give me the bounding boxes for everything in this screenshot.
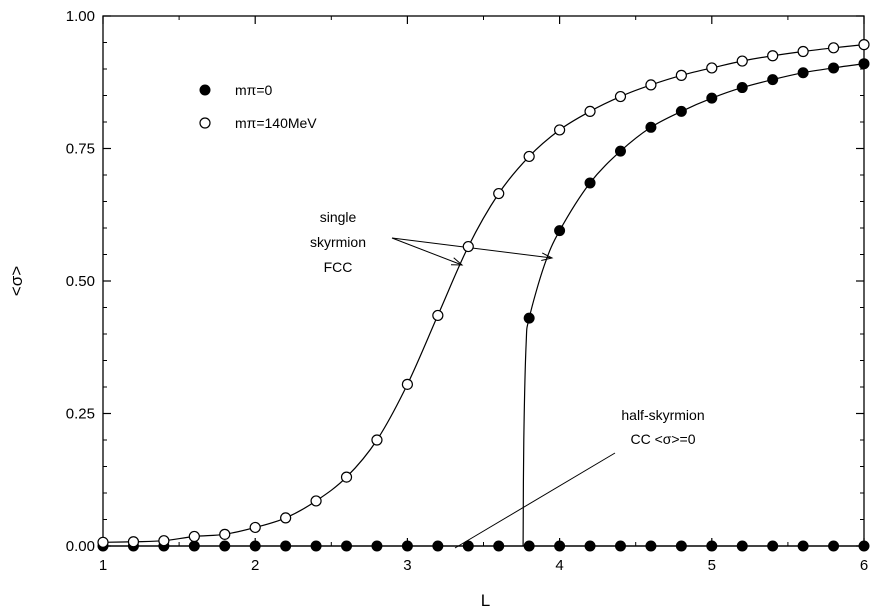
data-point-m0 <box>736 82 748 94</box>
data-point-m0 <box>828 540 840 552</box>
data-point-m140mev <box>645 79 657 91</box>
annotation-half-skyrmion-line: CC <σ>=0 <box>630 431 695 447</box>
data-point-m0 <box>401 540 413 552</box>
annotations: single skyrmion FCC half-skyrmion CC <σ>=0 <box>310 209 705 549</box>
data-point-m0 <box>614 145 626 157</box>
data-point-m0 <box>828 62 840 74</box>
data-point-m0 <box>462 540 474 552</box>
data-point-m0 <box>280 540 292 552</box>
data-point-m0 <box>219 540 231 552</box>
y-tick-label: 0.00 <box>66 538 95 555</box>
data-point-m0 <box>675 105 687 117</box>
data-point-m140mev <box>462 240 474 253</box>
data-point-m0 <box>858 58 870 70</box>
series-line-m0 <box>522 63 865 547</box>
data-point-m0 <box>736 540 748 552</box>
x-tick-label: 4 <box>555 557 563 574</box>
annotation-single-skyrmion-line: single <box>320 209 357 225</box>
data-point-m0 <box>858 540 870 552</box>
data-point-m140mev <box>371 434 383 446</box>
data-point-m140mev <box>249 521 261 534</box>
legend-marker-m0 <box>199 84 211 96</box>
data-point-m140mev <box>675 69 687 81</box>
legend-marker-m140mev <box>199 117 211 129</box>
legend-label-m140mev: mπ=140MeV <box>235 115 317 131</box>
data-point-m140mev <box>432 309 444 322</box>
data-point-m0 <box>584 540 596 552</box>
data-point-m140mev <box>736 55 748 67</box>
x-axis-title: L <box>481 591 490 610</box>
data-point-m140mev <box>219 528 231 540</box>
data-point-m140mev <box>493 187 505 200</box>
data-point-m140mev <box>401 378 413 390</box>
data-point-m0 <box>554 540 566 552</box>
y-tick-label: 1.00 <box>66 8 95 25</box>
y-tick-label: 0.75 <box>66 141 95 158</box>
data-point-m0 <box>767 74 779 86</box>
data-point-m140mev <box>706 62 718 74</box>
data-point-m140mev <box>97 536 109 548</box>
data-point-m140mev <box>158 535 170 547</box>
x-tick-label: 1 <box>99 557 107 574</box>
data-point-m0 <box>310 540 322 552</box>
data-point-m0 <box>371 540 383 552</box>
data-point-m0 <box>706 92 718 104</box>
data-point-m0 <box>341 540 353 552</box>
data-point-m0 <box>584 177 596 189</box>
annotation-arrow-to-open-curve-head <box>450 257 464 266</box>
annotation-arrow-to-open-curve <box>391 237 463 266</box>
data-point-m0 <box>675 540 687 552</box>
legend: mπ=0 mπ=140MeV <box>199 82 317 131</box>
annotation-arrow-to-filled-curve-head <box>541 252 554 261</box>
x-tick-label: 3 <box>403 557 411 574</box>
data-point-m0 <box>523 312 535 324</box>
data-point-m140mev <box>280 512 292 524</box>
data-point-m140mev <box>340 471 353 483</box>
data-point-m140mev <box>127 536 140 548</box>
data-point-m140mev <box>584 105 596 118</box>
annotation-single-skyrmion-line: FCC <box>324 259 353 275</box>
data-point-m140mev <box>310 495 322 507</box>
annotation-single-skyrmion-line: skyrmion <box>310 234 366 250</box>
data-point-m0 <box>523 540 535 552</box>
data-point-m140mev <box>827 42 840 54</box>
y-tick-label: 0.25 <box>66 406 95 423</box>
data-point-m0 <box>706 540 718 552</box>
data-point-m0 <box>645 540 657 552</box>
data-point-m0 <box>797 540 809 552</box>
annotation-pointer-half-skyrmion <box>454 452 616 549</box>
data-point-m140mev <box>188 530 200 543</box>
data-markers <box>97 39 870 552</box>
data-point-m0 <box>797 67 809 79</box>
data-point-m0 <box>645 121 657 133</box>
data-point-m140mev <box>858 39 870 51</box>
x-tick-label: 6 <box>860 557 868 574</box>
y-axis-title: <σ> <box>7 266 26 296</box>
x-tick-label: 2 <box>251 557 259 574</box>
data-point-m0 <box>767 540 779 552</box>
legend-label-m0: mπ=0 <box>235 82 272 98</box>
data-point-m140mev <box>614 90 627 103</box>
data-point-m0 <box>554 225 566 237</box>
data-point-m140mev <box>523 150 535 163</box>
annotation-half-skyrmion-line: half-skyrmion <box>621 407 704 423</box>
data-point-m140mev <box>553 124 566 136</box>
data-point-m0 <box>614 540 626 552</box>
y-tick-label: 0.50 <box>66 273 95 290</box>
data-point-m0 <box>188 540 200 552</box>
data-point-m140mev <box>797 45 809 58</box>
x-tick-label: 5 <box>708 557 716 574</box>
data-point-m0 <box>249 540 261 552</box>
data-point-m140mev <box>767 50 779 62</box>
data-point-m0 <box>493 540 505 552</box>
data-point-m0 <box>432 540 444 552</box>
